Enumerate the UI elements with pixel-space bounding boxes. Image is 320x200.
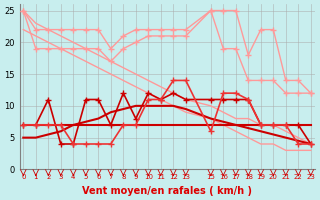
- X-axis label: Vent moyen/en rafales ( km/h ): Vent moyen/en rafales ( km/h ): [82, 186, 252, 196]
